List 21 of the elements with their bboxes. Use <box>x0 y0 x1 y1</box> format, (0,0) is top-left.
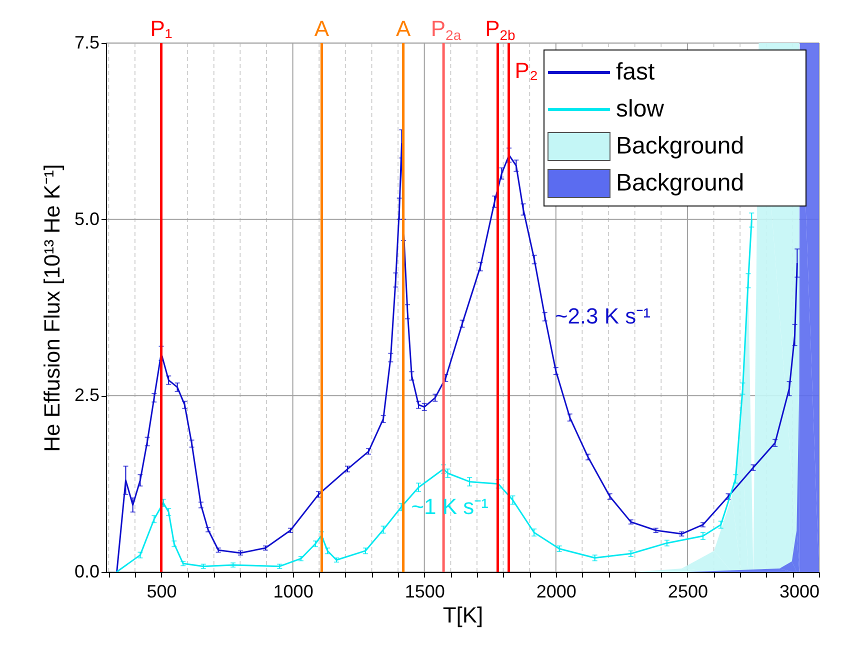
y-tick-label: 0.0 <box>74 562 100 582</box>
x-tick-label: 2500 <box>668 582 708 602</box>
x-tick-label: 2000 <box>536 582 576 602</box>
x-tick-label: 3000 <box>779 582 820 602</box>
ref-line-label: P₁ <box>150 16 172 41</box>
legend-label: slow <box>616 96 665 122</box>
annotation: ~2.3 K s⁻¹ <box>554 304 651 329</box>
y-axis-title: He Effusion Flux [10¹³ He K⁻¹] <box>39 164 64 452</box>
x-tick-label: 1500 <box>404 582 445 602</box>
ref-line-label: A <box>314 16 330 41</box>
legend-label: fast <box>616 58 656 86</box>
ref-line-label: P₂ <box>514 58 538 83</box>
x-tick-label: 500 <box>146 582 177 602</box>
y-tick-label: 5.0 <box>74 208 100 229</box>
y-tick-label: 2.5 <box>74 385 100 406</box>
y-tick-label: 7.5 <box>74 32 100 52</box>
x-tick-label: 1000 <box>273 582 314 602</box>
legend-label: Background <box>616 170 744 196</box>
legend-label: Background <box>616 132 744 160</box>
ref-line-label: A <box>396 16 411 41</box>
x-axis-title: T[K] <box>442 602 484 628</box>
